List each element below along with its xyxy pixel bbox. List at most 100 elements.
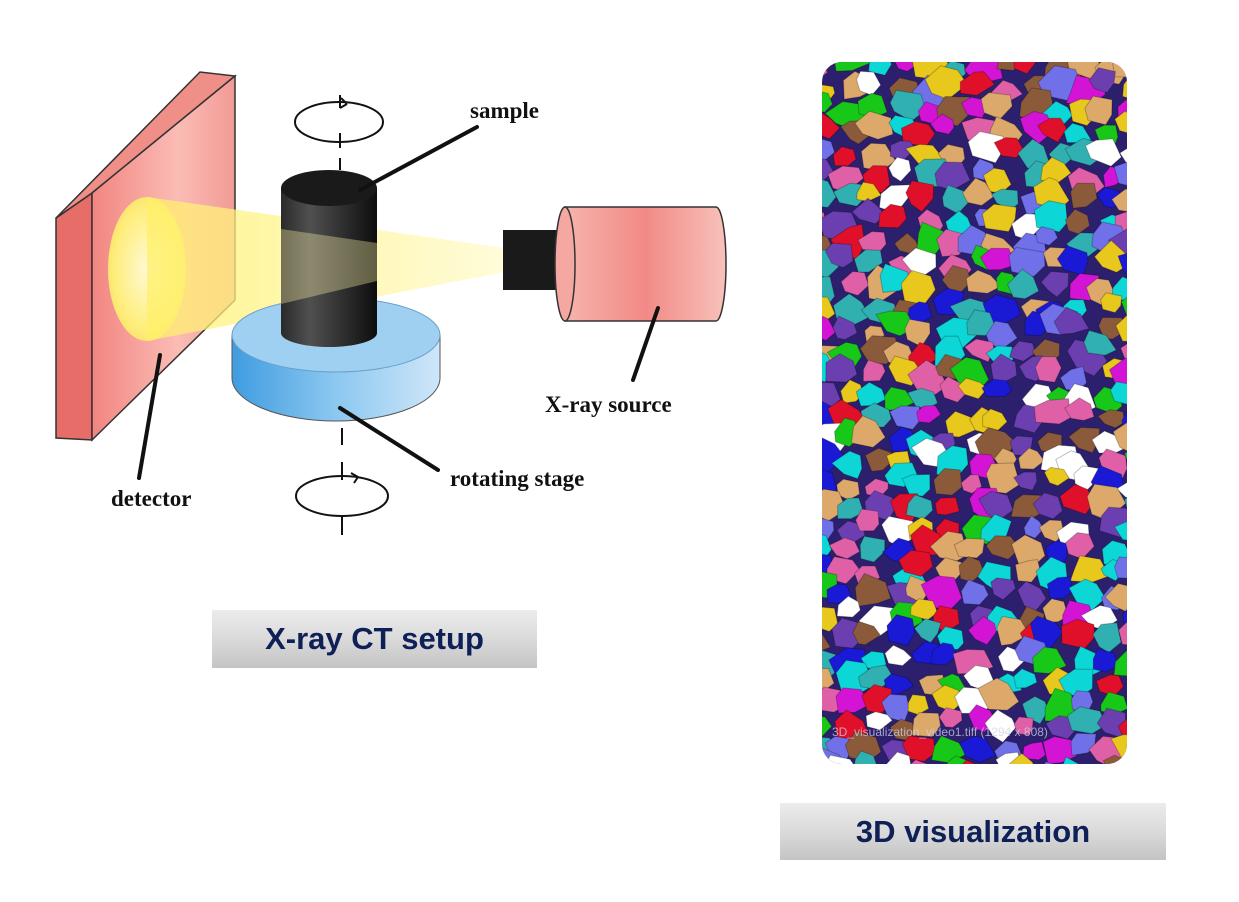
- particle: [837, 497, 865, 520]
- particle: [831, 617, 863, 649]
- particle: [854, 572, 892, 608]
- particle: [985, 535, 1021, 560]
- leader-lines: [137, 125, 660, 480]
- particle: [1122, 69, 1127, 102]
- particle: [1069, 555, 1110, 583]
- particle: [938, 707, 963, 729]
- particle: [862, 359, 886, 382]
- particle: [1033, 398, 1072, 425]
- particle: [888, 156, 912, 183]
- particle: [996, 615, 1030, 647]
- particle: [825, 353, 858, 383]
- particle: [1053, 306, 1090, 335]
- particle: [982, 294, 1022, 324]
- particle: [1111, 276, 1127, 302]
- particle: [911, 712, 942, 738]
- particle: [960, 578, 990, 606]
- particle: [1064, 397, 1095, 422]
- rotation-axis-top: [294, 95, 384, 170]
- particle: [934, 496, 961, 516]
- particle: [1046, 576, 1073, 600]
- particle: [1033, 200, 1068, 233]
- leader-detector: [137, 353, 162, 480]
- particle: [965, 269, 1002, 294]
- particle: [1114, 206, 1127, 238]
- sample-cylinder: [281, 170, 377, 347]
- particle: [959, 735, 997, 763]
- particle: [822, 315, 837, 342]
- particle: [1092, 648, 1121, 673]
- particle: [865, 711, 893, 731]
- particle: [1023, 514, 1045, 539]
- particle: [1110, 734, 1127, 758]
- particle: [1122, 600, 1127, 632]
- particle: [953, 537, 986, 559]
- particle: [966, 309, 998, 337]
- particle: [995, 751, 1024, 764]
- particle: [852, 620, 882, 646]
- particle: [967, 615, 997, 646]
- particle: [830, 450, 863, 480]
- particle: [1021, 741, 1046, 761]
- particle: [1114, 110, 1127, 136]
- particle: [1013, 716, 1034, 736]
- particle: [990, 577, 1017, 601]
- particle: [886, 614, 916, 646]
- particle: [1013, 668, 1038, 689]
- particle: [1042, 735, 1078, 764]
- particle: [1119, 761, 1127, 764]
- particle: [933, 467, 963, 496]
- particle: [985, 462, 1021, 494]
- particle: [1069, 182, 1098, 209]
- particle: [898, 549, 934, 578]
- particle: [1123, 491, 1127, 512]
- particle: [1097, 408, 1126, 429]
- particle: [1124, 444, 1127, 469]
- particle: [836, 595, 861, 618]
- particle: [864, 447, 893, 472]
- particle: [883, 673, 915, 696]
- particle: [981, 378, 1013, 398]
- particle: [1112, 420, 1127, 455]
- particle: [1064, 208, 1091, 235]
- particle: [1059, 483, 1096, 515]
- particle: [930, 642, 959, 666]
- particle-column: [822, 62, 1154, 764]
- particle: [967, 130, 1005, 164]
- particle: [1124, 541, 1127, 568]
- particle: [1111, 188, 1127, 213]
- particle: [944, 410, 977, 438]
- particle: [822, 630, 832, 653]
- particle: [835, 687, 871, 714]
- particle: [993, 137, 1025, 159]
- particle: [850, 415, 886, 448]
- particle: [883, 751, 913, 764]
- particle: [1113, 161, 1127, 189]
- particle: [1100, 292, 1123, 314]
- particle: [959, 71, 996, 96]
- particle: [905, 180, 935, 213]
- xray-source: [503, 206, 727, 322]
- particle: [1128, 688, 1154, 711]
- label-xray-source: X-ray source: [545, 392, 672, 417]
- particle: [868, 62, 893, 76]
- particle: [1067, 426, 1101, 454]
- particle: [916, 404, 942, 424]
- particle: [822, 606, 839, 633]
- particle: [840, 379, 865, 404]
- particle: [832, 146, 857, 167]
- particle: [1035, 226, 1059, 246]
- particle: [1118, 621, 1127, 647]
- particle: [851, 750, 879, 764]
- particle: [1032, 646, 1068, 675]
- particle: [1017, 447, 1046, 470]
- particle: [1121, 408, 1127, 436]
- particle: [822, 667, 835, 691]
- particle: [1113, 649, 1127, 678]
- particle: [1013, 62, 1038, 75]
- particle: [1125, 672, 1127, 695]
- particle: [822, 713, 833, 739]
- particle: [1037, 761, 1064, 764]
- particle: [1117, 717, 1127, 739]
- particle: [832, 315, 858, 341]
